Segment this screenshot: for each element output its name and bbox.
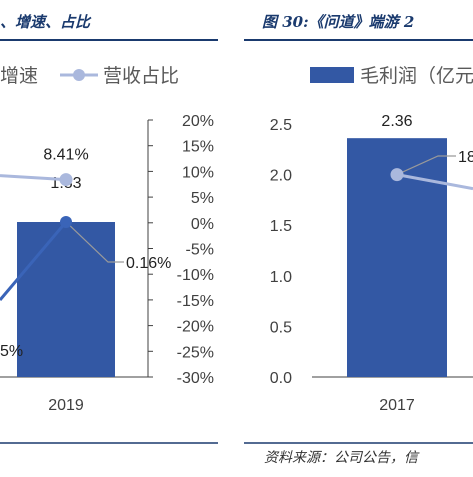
right-y-tick-label: 0.5: [270, 319, 292, 336]
left-y2-tick-label: -5%: [186, 242, 214, 259]
left-y2-tick-label: -25%: [177, 344, 214, 361]
legend-gross-profit-label: 毛利润（亿元: [360, 65, 473, 87]
left-y2-tick-label: -15%: [177, 293, 214, 310]
left-y2-tick-label: -20%: [177, 319, 214, 336]
left-y2-tick-label: 5%: [191, 190, 214, 207]
right-plot: 0.0 0.5 1.0 1.5 2.0 2.5 2.36 18 2017: [270, 113, 473, 414]
left-share-point-2019: [59, 173, 73, 187]
right-y-tick-label: 2.0: [270, 168, 292, 185]
right-line: [396, 173, 473, 191]
left-y2-ticks: 20% 15% 10% 5% 0% -5% -10% -15% -20% -25% -30%: [148, 113, 214, 387]
right-panel-title: 图 30:《问道》端游 2: [262, 13, 414, 31]
left-y2-tick-label: 20%: [182, 113, 214, 130]
right-partial-label: 18: [458, 149, 473, 166]
left-share-line: [0, 174, 67, 182]
left-growth-point-2019: [60, 215, 72, 228]
legend-share-marker: [73, 69, 85, 81]
left-plot: 20%15%10%5%0%-5%-10%-15%-20%-25%-30% 1.8…: [0, 113, 214, 414]
legend-growth-label: 增速: [0, 65, 38, 87]
left-y2-tick-label: -10%: [177, 267, 214, 284]
left-growth-value-label: 0.16%: [126, 255, 171, 272]
right-bar-value-label: 2.36: [381, 113, 412, 130]
left-bar-2019: [17, 222, 115, 377]
left-growth-leader: [65, 221, 124, 263]
legend-share-label: 营收占比: [103, 65, 179, 87]
left-y2-tick-label: 15%: [182, 139, 214, 156]
left-share-value-label: 8.41%: [43, 147, 88, 164]
left-x-tick-2019: 2019: [48, 397, 84, 414]
left-y2-tick-label: 0%: [191, 216, 214, 233]
right-x-tick-2017: 2017: [379, 397, 415, 414]
left-growth-line: [0, 221, 68, 301]
right-y-tick-label: 0.0: [270, 370, 292, 387]
right-y-tick-label: 2.5: [270, 117, 292, 134]
left-y2-tick-label: -30%: [177, 370, 214, 387]
right-y-ticks: 0.0 0.5 1.0 1.5 2.0 2.5: [270, 117, 292, 387]
right-source-note: 资料来源：公司公告，信: [264, 450, 420, 466]
legend-gross-profit-swatch: [310, 67, 354, 83]
right-line-leader: [396, 155, 456, 176]
right-y-tick-label: 1.5: [270, 218, 292, 235]
left-partial-label: 5%: [0, 343, 23, 360]
right-line-point-2017: [390, 168, 404, 182]
left-y2-tick-label: 10%: [182, 164, 214, 181]
right-y-tick-label: 1.0: [270, 269, 292, 286]
left-panel-title: 、增速、占比: [0, 13, 92, 31]
